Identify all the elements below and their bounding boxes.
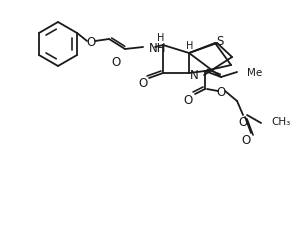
Text: CH₃: CH₃	[271, 116, 290, 127]
Text: O: O	[241, 134, 251, 147]
Text: O: O	[217, 85, 226, 98]
Text: H: H	[186, 41, 194, 51]
Text: O: O	[111, 55, 121, 68]
Text: Me: Me	[247, 68, 262, 78]
Text: O: O	[86, 35, 96, 48]
Text: O: O	[138, 76, 148, 89]
Text: O: O	[183, 93, 193, 106]
Text: N: N	[190, 68, 198, 81]
Text: NH: NH	[149, 41, 166, 54]
Text: S: S	[216, 34, 224, 47]
Text: O: O	[238, 115, 248, 128]
Text: H: H	[157, 33, 165, 43]
